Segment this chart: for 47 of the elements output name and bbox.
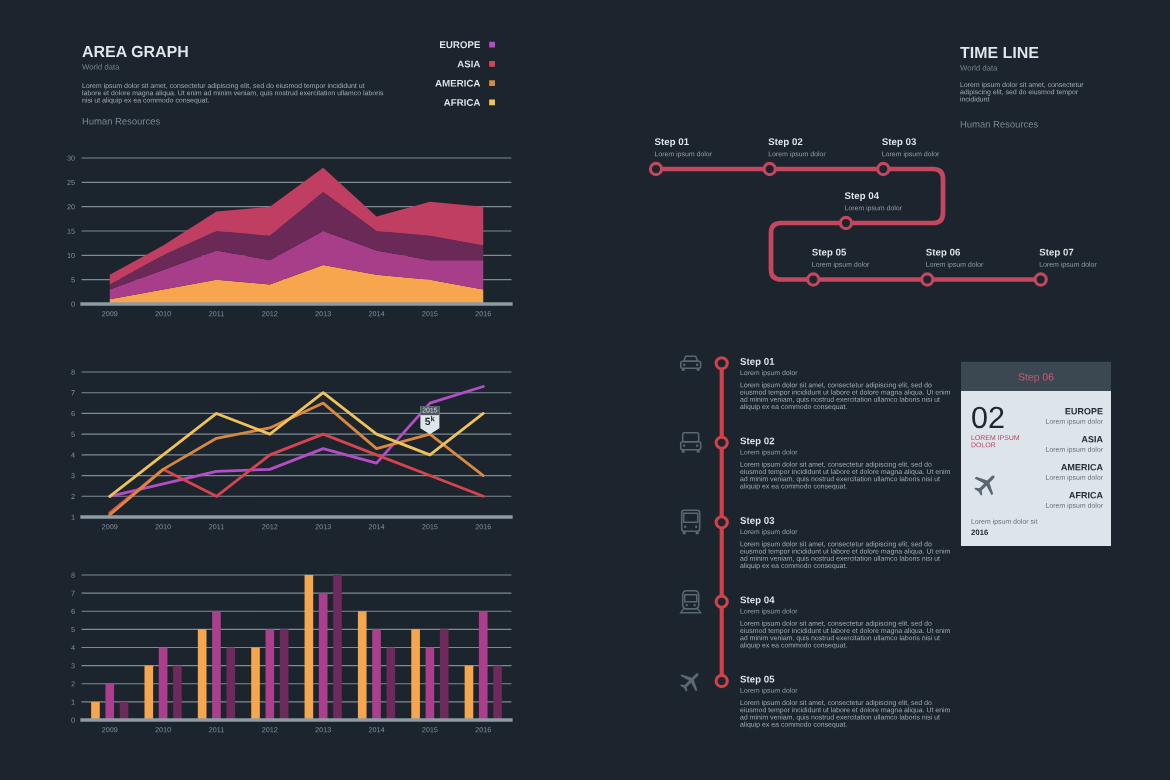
legend-label: EUROPE [440,41,481,49]
category-label: Step 07 [1039,248,1074,258]
bar [439,629,449,720]
line-series [108,401,485,517]
bar [411,629,420,720]
legend-label: AMERICA [435,79,481,87]
category-label: Step 02 [740,437,775,447]
text: TIME LINE [960,47,1039,58]
category-label: Step 04 [844,192,880,202]
chart-title: AREA GRAPH [82,45,188,58]
text: AFRICA [1069,492,1103,499]
bar [478,611,488,720]
bar [372,629,381,720]
category-label: Step 04 [740,596,775,606]
text: EUROPE [1065,408,1103,415]
category-label: Step 03 [740,517,775,526]
text: AMERICA [1061,464,1103,471]
bar [197,629,207,720]
category-label: Step 05 [812,248,847,258]
text: 02 [972,406,1004,429]
category-label: Step 02 [768,138,803,148]
legend-label: AFRICA [443,99,481,106]
bar [173,665,182,720]
annotation: 5$^{k}$ [425,415,435,426]
category-label: Step 01 [654,138,689,148]
bar [105,683,115,720]
bar [144,665,154,720]
bar [212,611,221,720]
bar [91,701,100,720]
category-label: Step 01 [740,358,775,367]
text: Step 06 [1018,373,1054,383]
bar [251,647,260,720]
text: ASIA [1081,436,1103,443]
category-label: Step 03 [882,138,917,148]
legend-label: ASIA [457,60,481,68]
bar [279,629,289,720]
bar [318,593,328,720]
bar [304,575,314,720]
text: Human Resources [82,117,160,125]
bar [265,629,275,720]
bar [333,575,342,720]
text: Human Resources [960,120,1038,128]
bar [226,647,236,720]
bar [493,665,502,720]
category-label: Step 06 [926,248,961,258]
bar [357,611,367,720]
category-label: Step 05 [740,675,775,685]
